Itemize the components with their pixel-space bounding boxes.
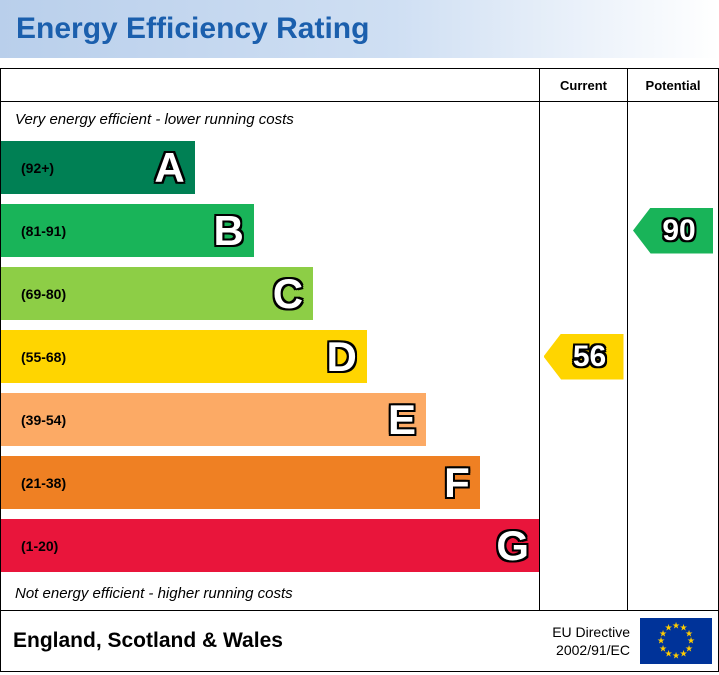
- band-letter: B: [213, 206, 244, 254]
- band-range-label: (55-68): [21, 348, 67, 365]
- band-bar-area: (1-20) G: [1, 514, 539, 577]
- band-row-a: (92+) A: [1, 136, 718, 199]
- eu-flag-star: ★: [658, 643, 668, 653]
- eu-flag-star: ★: [671, 620, 681, 631]
- current-column-cell: [539, 577, 627, 610]
- band-row-e: (39-54) E: [1, 388, 718, 451]
- eu-flag-star: ★: [679, 622, 688, 633]
- current-column-cell: [539, 262, 627, 325]
- band-letter: D: [326, 332, 357, 380]
- energy-efficiency-chart: Current Potential Very energy efficient …: [0, 68, 719, 611]
- band-bar-area: (39-54) E: [1, 388, 539, 451]
- band-bar-area: (69-80) C: [1, 262, 539, 325]
- band-bar-area: (81-91) B: [1, 199, 539, 262]
- top-note: Very energy efficient - lower running co…: [15, 110, 294, 128]
- potential-rating-arrow-value: 90: [662, 213, 696, 247]
- top-note-row: Very energy efficient - lower running co…: [1, 102, 718, 136]
- band-letter: C: [272, 269, 304, 317]
- current-column-cell: [539, 514, 627, 577]
- page-title: Energy Efficiency Rating: [16, 12, 370, 45]
- band-bar-d: (55-68) D: [1, 330, 367, 383]
- eu-flag-star: ★: [671, 650, 681, 661]
- band-range-label: (39-54): [21, 411, 67, 428]
- band-bar-area: (55-68) D: [1, 325, 539, 388]
- eu-flag-star: ★: [664, 622, 673, 633]
- potential-rating-arrow: 90: [633, 207, 713, 254]
- eu-flag-star: ★: [658, 628, 668, 638]
- band-bar-f: (21-38) F: [1, 456, 480, 509]
- current-column-cell: [539, 136, 627, 199]
- band-row-c: (69-80) C: [1, 262, 718, 325]
- potential-column-cell: [627, 136, 718, 199]
- current-column-cell: [539, 451, 627, 514]
- eu-flag-star: ★: [684, 628, 694, 638]
- band-range-label: (69-80): [21, 285, 67, 302]
- potential-column-cell: [627, 514, 718, 577]
- current-column-cell: 56: [539, 325, 627, 388]
- potential-column-cell: [627, 325, 718, 388]
- band-letter: A: [154, 143, 185, 191]
- band-rows: (92+) A (81-91) B 90 (69-80) C (55-68) D 56 (39-54…: [1, 136, 718, 577]
- band-range-label: (1-20): [21, 537, 59, 554]
- eu-flag-star: ★: [686, 635, 696, 646]
- band-bar-a: (92+) A: [1, 141, 195, 194]
- band-letter: E: [388, 395, 417, 443]
- eu-directive-line1: EU Directive: [552, 623, 630, 640]
- band-bar-area: (92+) A: [1, 136, 539, 199]
- potential-column-cell: [627, 577, 718, 610]
- eu-directive-label: EU Directive 2002/91/EC: [552, 623, 630, 659]
- band-letter: G: [496, 521, 529, 569]
- current-column-header: Current: [539, 69, 627, 101]
- header-spacer: [1, 69, 539, 101]
- band-bar-area: (21-38) F: [1, 451, 539, 514]
- potential-column-cell: 90: [627, 199, 718, 262]
- band-range-label: (92+): [21, 159, 55, 176]
- band-row-d: (55-68) D 56: [1, 325, 718, 388]
- band-bar-g: (1-20) G: [1, 519, 539, 572]
- title-spacer: [0, 58, 719, 68]
- potential-column-header: Potential: [627, 69, 718, 101]
- current-column-cell: [539, 199, 627, 262]
- band-bar-e: (39-54) E: [1, 393, 427, 446]
- eu-flag-star: ★: [679, 648, 688, 659]
- eu-flag-star: ★: [656, 635, 666, 646]
- bottom-note: Not energy efficient - higher running co…: [15, 585, 293, 602]
- band-bar-c: (69-80) C: [1, 267, 314, 320]
- column-header-row: Current Potential: [1, 69, 718, 102]
- band-letter: F: [444, 458, 470, 506]
- eu-flag-icon: ★ ★ ★ ★ ★ ★ ★ ★ ★ ★ ★ ★: [640, 618, 712, 664]
- band-row-g: (1-20) G: [1, 514, 718, 577]
- region-label: England, Scotland & Wales: [13, 629, 283, 652]
- eu-flag-star: ★: [684, 643, 694, 653]
- band-range-label: (81-91): [21, 222, 67, 239]
- potential-column-cell: [627, 451, 718, 514]
- band-row-b: (81-91) B 90: [1, 199, 718, 262]
- potential-column-cell: [627, 102, 718, 136]
- band-bar-b: (81-91) B: [1, 204, 254, 257]
- band-range-label: (21-38): [21, 474, 67, 491]
- potential-column-cell: [627, 388, 718, 451]
- title-bar: Energy Efficiency Rating: [0, 0, 719, 58]
- potential-column-cell: [627, 262, 718, 325]
- eu-flag-star: ★: [664, 648, 673, 659]
- band-row-f: (21-38) F: [1, 451, 718, 514]
- eu-directive-line2: 2002/91/EC: [556, 642, 630, 658]
- current-column-cell: [539, 102, 627, 136]
- current-rating-arrow: 56: [543, 333, 624, 380]
- bottom-note-row: Not energy efficient - higher running co…: [1, 577, 718, 610]
- footer-bar: England, Scotland & Wales EU Directive 2…: [0, 611, 719, 672]
- current-rating-arrow-value: 56: [572, 339, 607, 373]
- current-column-cell: [539, 388, 627, 451]
